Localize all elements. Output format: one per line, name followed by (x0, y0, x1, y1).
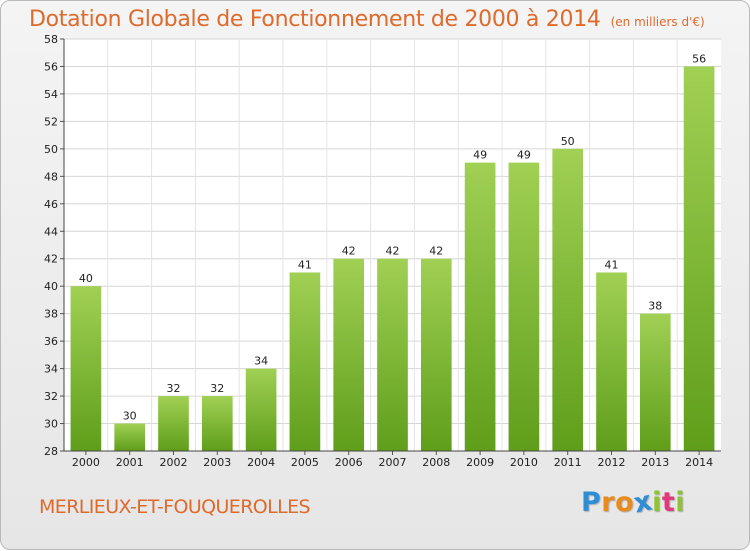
y-tick-label: 58 (44, 33, 58, 46)
bars: 40 30 32 32 34 41 42 42 42 49 49 50 41 38 56 (70, 52, 715, 451)
y-tick-label: 30 (44, 418, 58, 431)
data-label-2009: 49 (473, 149, 487, 162)
commune-name: MERLIEUX-ET-FOUQUEROLLES (39, 496, 311, 518)
bar-2001 (114, 423, 146, 451)
axes: 28 30 32 34 36 38 40 42 44 46 48 50 52 54 56 58 2000 2001… (44, 33, 721, 469)
bar-2011 (552, 148, 584, 451)
x-tick-label-2008: 2008 (422, 456, 450, 469)
y-tick-label: 42 (44, 253, 58, 266)
bar-2013 (639, 313, 671, 451)
x-tick-label-2014: 2014 (685, 456, 713, 469)
proxiti-logo: Proxiti (581, 485, 686, 519)
y-tick-label: 32 (44, 390, 58, 403)
y-tick-label: 44 (44, 225, 58, 238)
data-label-2001: 30 (123, 410, 137, 423)
chart-title: Dotation Globale de Fonctionnement de 20… (29, 7, 705, 32)
bar-2003 (201, 396, 233, 451)
data-label-2010: 49 (517, 149, 531, 162)
bar-2006 (333, 258, 365, 451)
logo-letter: P (581, 487, 602, 518)
logo-letter: i (675, 487, 686, 518)
bar-2009 (464, 162, 496, 451)
data-label-2007: 42 (386, 245, 400, 258)
data-label-2000: 40 (79, 272, 93, 285)
y-tick-label: 54 (44, 88, 58, 101)
y-tick-label: 40 (44, 280, 58, 293)
y-tick-label: 48 (44, 170, 58, 183)
data-label-2006: 42 (342, 245, 356, 258)
x-tick-label-2004: 2004 (247, 456, 275, 469)
y-tick-label: 52 (44, 115, 58, 128)
x-tick-label-2010: 2010 (510, 456, 538, 469)
x-tick-label-2002: 2002 (160, 456, 188, 469)
chart-title-text: Dotation Globale de Fonctionnement de 20… (29, 7, 601, 32)
y-tick-label: 46 (44, 198, 58, 211)
data-label-2008: 42 (429, 245, 443, 258)
x-tick-label-2013: 2013 (641, 456, 669, 469)
data-label-2003: 32 (210, 382, 224, 395)
x-tick-label-2003: 2003 (203, 456, 231, 469)
x-tick-label-2000: 2000 (72, 456, 100, 469)
y-tick-label: 28 (44, 445, 58, 458)
x-tick-label-2011: 2011 (554, 456, 582, 469)
logo-letter: r (601, 487, 616, 518)
data-label-2014: 56 (692, 52, 706, 65)
bar-2012 (596, 272, 627, 451)
y-tick-label: 34 (44, 363, 58, 376)
bar-2014 (683, 66, 715, 451)
bar-2005 (289, 272, 321, 451)
x-tick-label-2012: 2012 (598, 456, 626, 469)
data-label-2013: 38 (648, 300, 662, 313)
bar-2007 (377, 258, 408, 451)
data-label-2012: 41 (605, 258, 619, 271)
y-tick-label: 36 (44, 335, 58, 348)
x-tick-label-2001: 2001 (116, 456, 144, 469)
bar-2002 (158, 396, 189, 451)
logo-letter: t (661, 487, 676, 518)
bar-2004 (245, 368, 277, 451)
y-tick-label: 50 (44, 143, 58, 156)
bar-2008 (420, 258, 452, 451)
y-tick-label: 56 (44, 60, 58, 73)
data-label-2011: 50 (561, 135, 575, 148)
bar-2010 (508, 162, 540, 451)
x-tick-label-2009: 2009 (466, 456, 494, 469)
y-tick-label: 38 (44, 308, 58, 321)
x-tick-label-2007: 2007 (379, 456, 407, 469)
logo-letter: o (615, 487, 635, 518)
data-label-2004: 34 (254, 355, 268, 368)
chart-subtitle: (en milliers d'€) (610, 15, 705, 29)
x-tick-label-2006: 2006 (335, 456, 363, 469)
data-label-2002: 32 (167, 382, 181, 395)
logo-letter: i (652, 487, 662, 518)
data-label-2005: 41 (298, 258, 312, 271)
x-tick-label-2005: 2005 (291, 456, 319, 469)
bar-2000 (70, 286, 102, 451)
